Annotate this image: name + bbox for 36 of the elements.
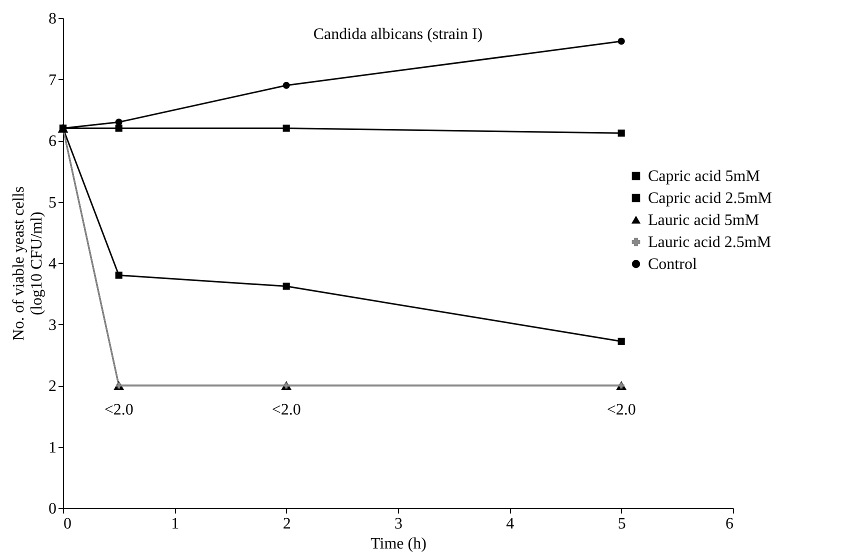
y-tick-label: 6	[48, 133, 56, 150]
y-tick-label: 2	[48, 378, 56, 395]
x-tick-label: 6	[726, 516, 734, 532]
point	[282, 124, 290, 132]
x-tick-label: 2	[282, 516, 291, 532]
point	[618, 130, 625, 137]
legend-label: Capric acid 5mM	[648, 168, 760, 185]
annotation: <2.0	[606, 402, 636, 418]
y-tick-label: 4	[48, 256, 56, 272]
point	[115, 118, 122, 126]
legend-label: Lauric acid 2.5mM	[648, 234, 772, 251]
legend-label: Lauric acid 5mM	[648, 212, 760, 229]
y-tick-label: 1	[48, 439, 56, 456]
x-tick-label: 1	[171, 516, 180, 532]
x-tick-label: 3	[394, 516, 402, 532]
point	[618, 38, 625, 45]
point	[618, 338, 625, 345]
y-tick-label: 7	[48, 72, 56, 89]
point	[115, 124, 122, 132]
x-axis-title: Time (h)	[370, 536, 426, 552]
x-tick-label: 0	[64, 516, 72, 532]
legend-label: Capric acid 2.5mM	[648, 190, 772, 207]
x-tick-label: 4	[506, 516, 514, 532]
y-tick-label: 8	[48, 10, 56, 28]
legend-label: Control	[648, 256, 698, 273]
x-tick-label: 5	[618, 516, 626, 532]
chart-title: Candida albicans (strain I)	[313, 26, 483, 43]
point	[115, 272, 122, 279]
point	[282, 82, 290, 89]
point	[282, 282, 290, 290]
y-tick-label: 5	[48, 194, 56, 212]
annotation: <2.0	[104, 402, 134, 418]
y-tick-label: 0	[48, 500, 56, 518]
annotation: <2.0	[272, 402, 301, 418]
y-axis-title: No. of viable yeast cells (log10 CFU/ml)	[10, 186, 46, 341]
y-tick-label: 3	[48, 316, 56, 334]
